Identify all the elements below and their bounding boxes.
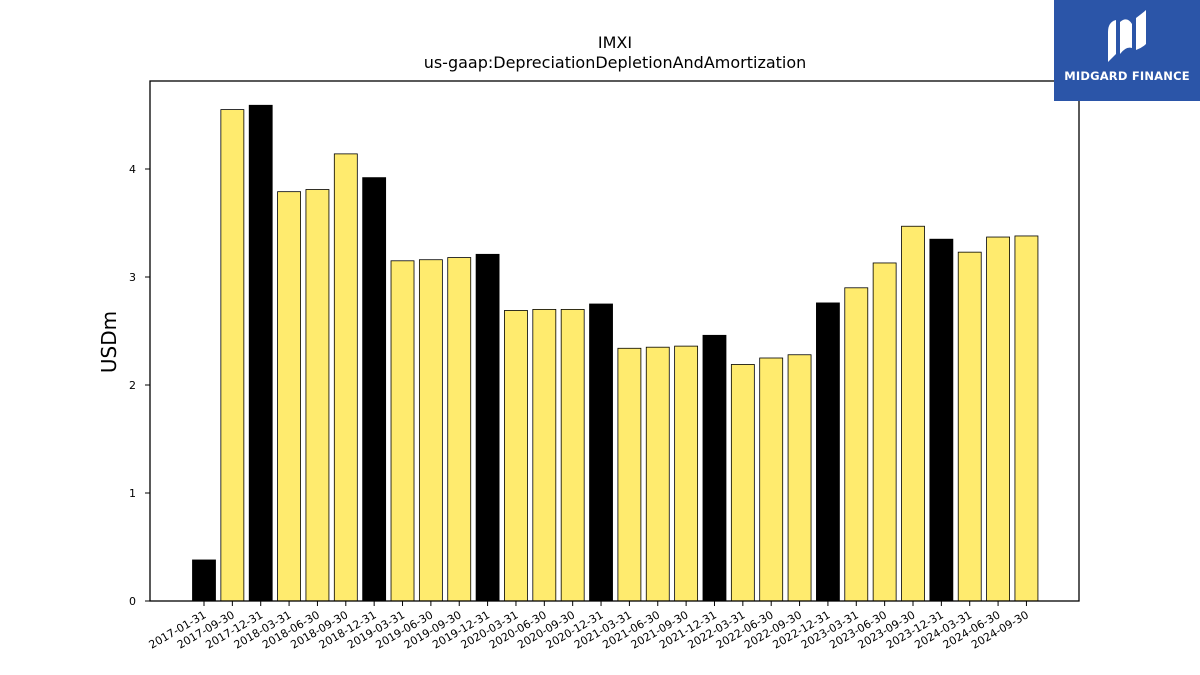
bar-2023-12-31: [929, 238, 954, 602]
bar-2023-09-30: [901, 225, 925, 602]
y-tick-label: 0: [129, 595, 136, 608]
bar-2022-06-30: [759, 357, 784, 602]
chart-subtitle: us-gaap:DepreciationDepletionAndAmortiza…: [424, 53, 807, 72]
bar-2017-01-31: [192, 559, 216, 602]
x-ticks-group: 2017-01-312017-09-302017-12-312018-03-31…: [147, 601, 1031, 652]
bar-2024-09-30: [1014, 235, 1039, 602]
y-tick-label: 4: [129, 163, 136, 176]
bar-2020-12-31: [589, 303, 613, 602]
logo-text: MIDGARD FINANCE: [1064, 69, 1190, 83]
plot-frame: [149, 80, 1080, 602]
bar-2019-06-30: [418, 259, 443, 602]
bar-2019-09-30: [447, 257, 472, 602]
bar-2022-09-30: [787, 354, 812, 602]
bar-2021-12-31: [702, 334, 727, 602]
y-tick-label: 3: [129, 271, 136, 284]
midgard-logo-icon: [1108, 10, 1146, 62]
bar-2020-03-31: [504, 310, 528, 602]
y-ticks-group: 0 1 2 3 4: [129, 163, 150, 608]
bar-2023-03-31: [844, 287, 869, 602]
y-tick-label: 1: [129, 487, 136, 500]
bar-2019-03-31: [390, 260, 415, 602]
bar-2021-09-30: [674, 345, 699, 602]
bar-2021-06-30: [645, 346, 670, 602]
bar-2022-12-31: [816, 302, 840, 602]
bar-2018-03-31: [277, 191, 301, 602]
chart-title: IMXI: [598, 33, 632, 52]
bar-2018-12-31: [362, 177, 387, 602]
bar-2017-12-31: [248, 104, 273, 602]
bar-2018-06-30: [305, 189, 330, 602]
y-tick-label: 2: [129, 379, 136, 392]
bar-2017-09-30: [220, 109, 245, 602]
bar-2020-06-30: [532, 308, 557, 602]
y-axis-label: USDm: [97, 311, 121, 373]
bar-2018-09-30: [333, 153, 358, 602]
bar-2020-09-30: [560, 308, 585, 602]
bar-2024-03-31: [957, 251, 982, 602]
bar-2024-06-30: [986, 236, 1010, 602]
bar-2022-03-31: [730, 364, 755, 602]
bar-2019-12-31: [475, 253, 500, 602]
bar-2023-06-30: [872, 262, 897, 602]
bars-group: [192, 104, 1039, 602]
bar-2021-03-31: [617, 347, 642, 602]
brand-logo: MIDGARD FINANCE: [1054, 0, 1200, 101]
